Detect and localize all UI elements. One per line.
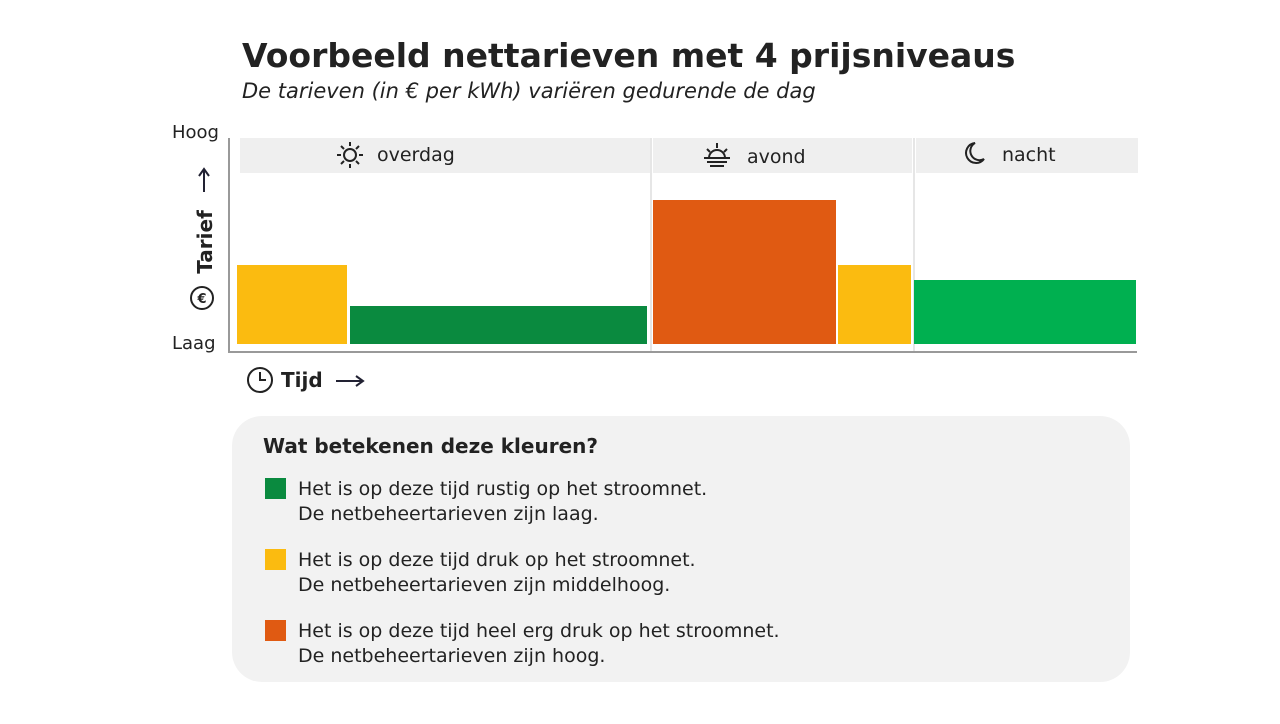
clock-icon bbox=[247, 367, 273, 393]
euro-symbol: € bbox=[196, 292, 206, 307]
tariff-bar bbox=[838, 265, 911, 344]
period-label: avond bbox=[747, 146, 806, 168]
period-band bbox=[240, 138, 650, 173]
title: Voorbeeld nettarieven met 4 prijsniveaus bbox=[242, 36, 1015, 75]
tariff-bar bbox=[914, 280, 1136, 344]
y-high-label: Hoog bbox=[172, 122, 219, 143]
sunset-icon bbox=[704, 143, 730, 167]
sun-icon bbox=[337, 142, 363, 168]
legend-swatch bbox=[265, 478, 286, 499]
period-band bbox=[653, 138, 912, 173]
tariff-bar bbox=[237, 265, 347, 344]
legend-text: De netbeheertarieven zijn hoog. bbox=[298, 645, 605, 667]
tariff-bar bbox=[653, 200, 836, 344]
legend-swatch bbox=[265, 620, 286, 641]
legend-box bbox=[232, 416, 1130, 682]
period-band bbox=[916, 138, 1138, 173]
legend-swatch bbox=[265, 549, 286, 570]
y-axis-label: Tarief bbox=[193, 210, 217, 274]
legend-text: De netbeheertarieven zijn middelhoog. bbox=[298, 574, 670, 596]
subtitle: De tarieven (in € per kWh) variëren gedu… bbox=[242, 79, 816, 103]
period-label: nacht bbox=[1002, 144, 1056, 166]
period-label: overdag bbox=[377, 144, 455, 166]
y-low-label: Laag bbox=[172, 333, 216, 354]
clock-hands bbox=[259, 372, 266, 381]
legend-text: De netbeheertarieven zijn laag. bbox=[298, 503, 599, 525]
legend-text: Het is op deze tijd heel erg druk op het… bbox=[298, 620, 780, 642]
legend-text: Het is op deze tijd rustig op het stroom… bbox=[298, 478, 707, 500]
x-axis-label: Tijd bbox=[281, 368, 323, 392]
euro-icon bbox=[190, 286, 214, 310]
right-arrow bbox=[336, 375, 365, 387]
legend-text: Het is op deze tijd druk op het stroomne… bbox=[298, 549, 696, 571]
up-arrow bbox=[198, 167, 210, 192]
moon-icon bbox=[965, 142, 985, 164]
tariff-bar bbox=[350, 306, 647, 344]
legend-title: Wat betekenen deze kleuren? bbox=[263, 434, 598, 458]
